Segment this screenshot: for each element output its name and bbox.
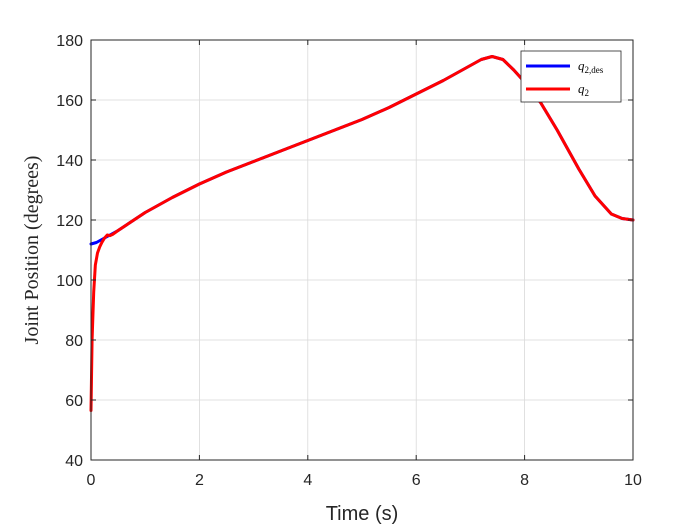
plot-area <box>91 40 633 460</box>
legend-label-q2-des-sub: 2,des <box>585 65 604 75</box>
series-lines <box>89 55 635 412</box>
y-tick-label: 60 <box>65 393 83 410</box>
y-tick-label: 100 <box>56 273 83 290</box>
x-tick-label: 8 <box>520 472 529 489</box>
x-tick-label: 10 <box>624 472 642 489</box>
y-tick-label: 160 <box>56 93 83 110</box>
legend-box <box>520 50 622 103</box>
y-axis-label: Joint Position (degrees) <box>21 156 43 345</box>
x-tick-label: 4 <box>303 472 312 489</box>
plot-frame <box>90 39 634 461</box>
y-tick-label: 120 <box>56 213 83 230</box>
legend-label-q2-des-main: q <box>578 58 585 73</box>
x-tick-label: 6 <box>412 472 421 489</box>
x-tick-label: 2 <box>195 472 204 489</box>
legend-label-q2-des: q2,des <box>578 58 604 75</box>
legend-label-q2: q2 <box>578 81 589 98</box>
y-tick-label: 40 <box>65 453 83 470</box>
x-tick-label: 0 <box>87 472 96 489</box>
series-line-q2 <box>89 55 635 412</box>
legend: q2,des q2 <box>520 50 622 103</box>
y-tick-label: 180 <box>56 33 83 50</box>
x-axis-label: Time (s) <box>326 503 399 525</box>
legend-label-q2-main: q <box>578 81 585 96</box>
axis-ticks: 0 2 4 6 8 10 40 60 80 100 120 140 160 180 <box>56 33 642 489</box>
y-tick-label: 80 <box>65 333 83 350</box>
legend-label-q2-sub: 2 <box>585 88 590 98</box>
y-tick-label: 140 <box>56 153 83 170</box>
